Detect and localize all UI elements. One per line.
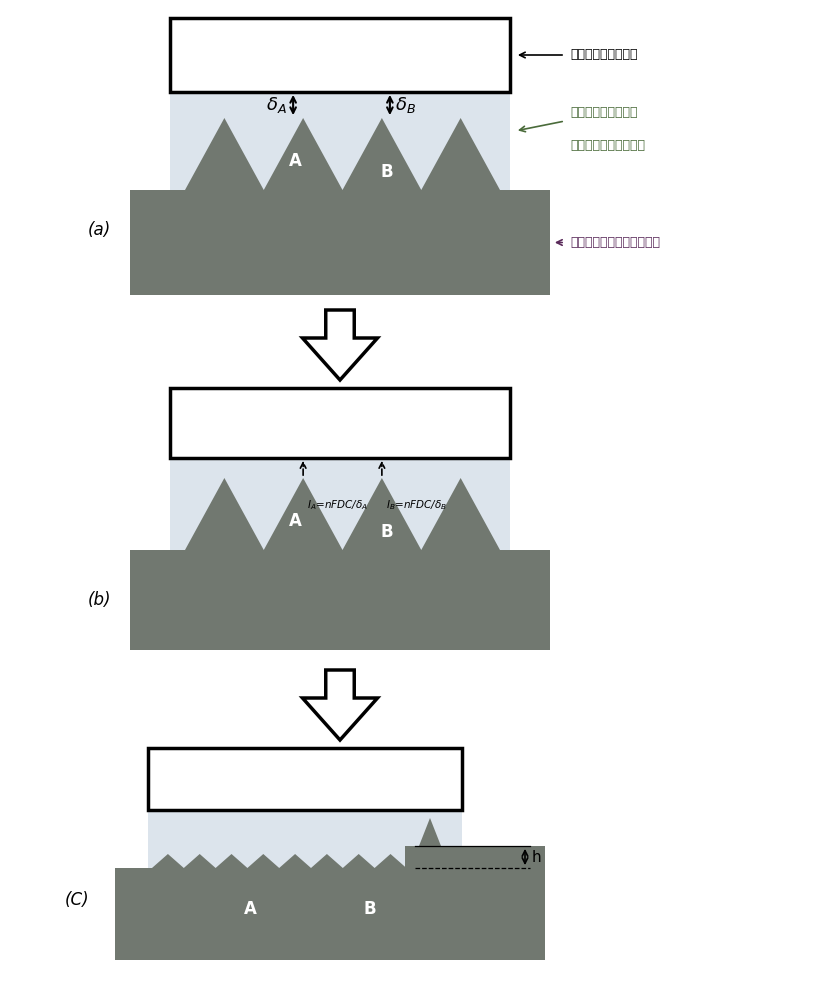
Text: 含电化学活性基团的: 含电化学活性基团的 <box>570 106 637 119</box>
Text: (b): (b) <box>88 591 111 609</box>
Polygon shape <box>303 310 377 380</box>
Text: 纳米量级表面粗糙度的工件: 纳米量级表面粗糙度的工件 <box>570 236 660 249</box>
Text: $\delta_B$: $\delta_B$ <box>395 95 416 115</box>
Text: (a): (a) <box>88 221 111 239</box>
Text: B: B <box>380 163 393 181</box>
Text: A: A <box>244 900 256 918</box>
Bar <box>130 550 185 650</box>
Text: 水合凝胶聚合物超薄膜: 水合凝胶聚合物超薄膜 <box>570 139 645 152</box>
Text: $\delta_A$: $\delta_A$ <box>267 95 287 115</box>
Polygon shape <box>185 478 500 650</box>
Bar <box>130 190 185 295</box>
Text: h: h <box>532 850 542 864</box>
Text: (C): (C) <box>65 891 90 909</box>
Bar <box>148 810 462 868</box>
Polygon shape <box>419 818 441 846</box>
Bar <box>185 550 500 650</box>
Bar <box>170 18 510 92</box>
Text: $I_B$=nFDC/$\delta_B$: $I_B$=nFDC/$\delta_B$ <box>386 498 447 512</box>
Text: $I_A$=nFDC/$\delta_A$: $I_A$=nFDC/$\delta_A$ <box>307 498 368 512</box>
Text: 表面超光滑模板电极: 表面超光滑模板电极 <box>570 48 637 62</box>
Polygon shape <box>185 118 500 295</box>
Bar <box>470 846 545 960</box>
Polygon shape <box>405 846 470 868</box>
Bar <box>500 550 550 650</box>
Text: B: B <box>380 523 393 541</box>
Bar <box>170 92 510 190</box>
Text: A: A <box>289 512 302 530</box>
Bar <box>185 190 500 295</box>
Bar <box>170 458 510 550</box>
Bar <box>148 748 462 810</box>
Bar <box>500 190 550 295</box>
Text: B: B <box>364 900 376 918</box>
Bar <box>115 868 545 960</box>
Text: A: A <box>289 152 302 170</box>
Polygon shape <box>152 854 470 960</box>
Bar <box>170 388 510 458</box>
Polygon shape <box>303 670 377 740</box>
